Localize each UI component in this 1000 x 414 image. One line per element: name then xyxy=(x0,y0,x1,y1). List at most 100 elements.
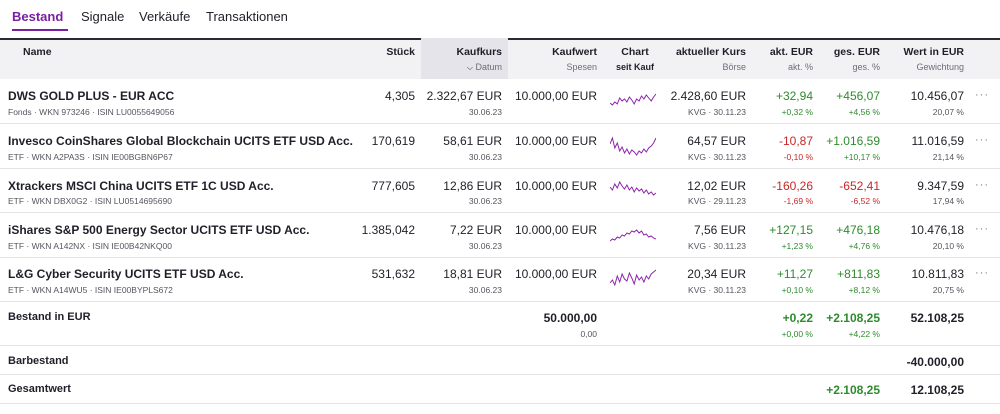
col-akt[interactable]: akt. EUR xyxy=(769,46,813,58)
col-kurs[interactable]: aktueller Kurs xyxy=(675,46,746,58)
holding-sparkline[interactable] xyxy=(610,177,656,203)
holding-akt-pct: +0,32 % xyxy=(781,107,813,117)
summary-row-gesamt xyxy=(0,375,1000,404)
summary-bestand-akt-pct: +0,00 % xyxy=(781,329,813,339)
table-row[interactable] xyxy=(0,213,1000,258)
holding-identifiers: ETF · WKN A14WU5 · ISIN IE00BYPLS672 xyxy=(8,285,173,295)
tab-bestand[interactable]: Bestand xyxy=(12,9,64,24)
table-row[interactable] xyxy=(0,169,1000,213)
more-icon[interactable]: ··· xyxy=(975,179,989,191)
holding-stueck: 1.385,042 xyxy=(361,223,415,237)
holding-wert: 10.811,83 xyxy=(911,267,965,281)
holding-akt-eur: -10,87 xyxy=(778,134,813,148)
holding-akt-eur: +11,27 xyxy=(776,267,813,281)
col-kaufwert[interactable]: Kaufwert xyxy=(552,46,597,58)
holding-ges-eur: +1.016,59 xyxy=(826,134,880,148)
holding-stueck: 170,619 xyxy=(371,134,415,148)
holding-kurs: 64,57 EUR xyxy=(687,134,746,148)
col-akt-sub: akt. % xyxy=(787,62,813,72)
holding-ges-pct: -6,52 % xyxy=(850,196,880,206)
more-icon[interactable]: ··· xyxy=(975,267,989,279)
holding-name[interactable]: L&G Cyber Security UCITS ETF USD Acc. xyxy=(8,267,244,281)
col-kaufkurs-sub[interactable]: ⌵ Datum xyxy=(467,62,502,73)
holding-datum: 30.06.23 xyxy=(468,152,502,162)
summary-bestand-akt-eur: +0,22 xyxy=(782,311,813,325)
holding-kaufkurs: 18,81 EUR xyxy=(443,267,502,281)
holding-kaufwert: 10.000,00 EUR xyxy=(514,179,597,193)
col-ges[interactable]: ges. EUR xyxy=(833,46,880,58)
holding-name[interactable]: Xtrackers MSCI China UCITS ETF 1C USD Ac… xyxy=(8,179,274,193)
summary-gesamt-label: Gesamtwert xyxy=(8,383,71,395)
holding-sparkline[interactable] xyxy=(610,88,656,114)
summary-barbestand-wert: -40.000,00 xyxy=(906,355,964,369)
holding-identifiers: ETF · WKN DBX0G2 · ISIN LU0514695690 xyxy=(8,196,172,206)
holding-datum: 30.06.23 xyxy=(468,107,502,117)
col-name[interactable]: Name xyxy=(23,46,52,58)
holding-ges-eur: +476,18 xyxy=(836,223,880,237)
col-kaufkurs-sublabel: Datum xyxy=(475,62,502,72)
holding-wert: 11.016,59 xyxy=(911,134,965,148)
summary-gesamt-ges-eur: +2.108,25 xyxy=(826,383,880,397)
tab-signale[interactable]: Signale xyxy=(81,9,125,24)
col-wert[interactable]: Wert in EUR xyxy=(903,46,964,58)
holding-kaufwert: 10.000,00 EUR xyxy=(514,267,597,281)
more-icon[interactable]: ··· xyxy=(975,223,989,235)
holding-kaufkurs: 58,61 EUR xyxy=(443,134,502,148)
holding-identifiers: ETF · WKN A2PA3S · ISIN IE00BGBN6P67 xyxy=(8,152,173,162)
holding-sparkline[interactable] xyxy=(610,133,656,159)
holding-name[interactable]: iShares S&P 500 Energy Sector UCITS ETF … xyxy=(8,223,310,237)
summary-bestand-kaufwert: 50.000,00 xyxy=(543,311,597,325)
more-icon[interactable]: ··· xyxy=(975,134,989,146)
holding-ges-eur: +456,07 xyxy=(836,89,880,103)
summary-bestand-ges-pct: +4,22 % xyxy=(848,329,880,339)
holding-datum: 30.06.23 xyxy=(468,196,502,206)
summary-bestand-wert: 52.108,25 xyxy=(910,311,964,325)
holding-wert: 9.347,59 xyxy=(917,179,964,193)
sorted-column-highlight xyxy=(421,38,508,79)
holding-kaufwert: 10.000,00 EUR xyxy=(514,134,597,148)
holding-akt-pct: +1,23 % xyxy=(781,241,813,251)
holding-kurs: 2.428,60 EUR xyxy=(670,89,746,103)
col-kaufkurs[interactable]: Kaufkurs xyxy=(456,46,502,58)
holding-akt-pct: -0,10 % xyxy=(783,152,813,162)
holding-wert: 10.476,18 xyxy=(910,223,964,237)
summary-gesamt-wert: 12.108,25 xyxy=(910,383,964,397)
holding-ges-pct: +8,12 % xyxy=(848,285,880,295)
holding-kaufkurs: 12,86 EUR xyxy=(443,179,502,193)
active-tab-indicator xyxy=(12,29,68,31)
holding-ges-eur: -652,41 xyxy=(839,179,880,193)
summary-bestand-spesen: 0,00 xyxy=(580,329,597,339)
holding-sparkline[interactable] xyxy=(610,222,656,248)
holding-identifiers: Fonds · WKN 973246 · ISIN LU0055649056 xyxy=(8,107,175,117)
holding-name[interactable]: Invesco CoinShares Global Blockchain UCI… xyxy=(8,134,353,148)
table-row[interactable] xyxy=(0,258,1000,302)
holding-kurs: 7,56 EUR xyxy=(693,223,746,237)
sparkline-path xyxy=(610,269,656,287)
tab-verkaeufe[interactable]: Verkäufe xyxy=(139,9,191,24)
holding-sparkline[interactable] xyxy=(610,266,656,292)
holding-kurs: 20,34 EUR xyxy=(687,267,746,281)
holding-identifiers: ETF · WKN A142NX · ISIN IE00B42NKQ00 xyxy=(8,241,172,251)
tab-transaktionen[interactable]: Transaktionen xyxy=(206,9,288,24)
col-chart[interactable]: Chart xyxy=(621,46,649,58)
col-stueck[interactable]: Stück xyxy=(386,46,415,58)
sparkline-path xyxy=(610,93,656,106)
table-row[interactable] xyxy=(0,79,1000,124)
holding-gewichtung: 20,07 % xyxy=(932,107,964,117)
holding-boerse: KVG · 30.11.23 xyxy=(688,152,746,162)
col-ges-sub: ges. % xyxy=(852,62,880,72)
holding-boerse: KVG · 30.11.23 xyxy=(688,285,746,295)
holding-ges-pct: +4,76 % xyxy=(848,241,880,251)
holding-akt-pct: -1,69 % xyxy=(783,196,813,206)
summary-row-barbestand xyxy=(0,346,1000,375)
holding-ges-eur: +811,83 xyxy=(837,267,880,281)
more-icon[interactable]: ··· xyxy=(975,89,989,101)
holding-gewichtung: 17,94 % xyxy=(932,196,964,206)
sparkline-path xyxy=(610,180,656,196)
chevron-down-icon: ⌵ xyxy=(466,63,473,72)
holding-datum: 30.06.23 xyxy=(468,241,502,251)
col-chart-sub: seit Kauf xyxy=(615,62,654,72)
holding-name[interactable]: DWS GOLD PLUS - EUR ACC xyxy=(8,89,175,103)
summary-bestand-ges-eur: +2.108,25 xyxy=(826,311,880,325)
table-row[interactable] xyxy=(0,124,1000,169)
